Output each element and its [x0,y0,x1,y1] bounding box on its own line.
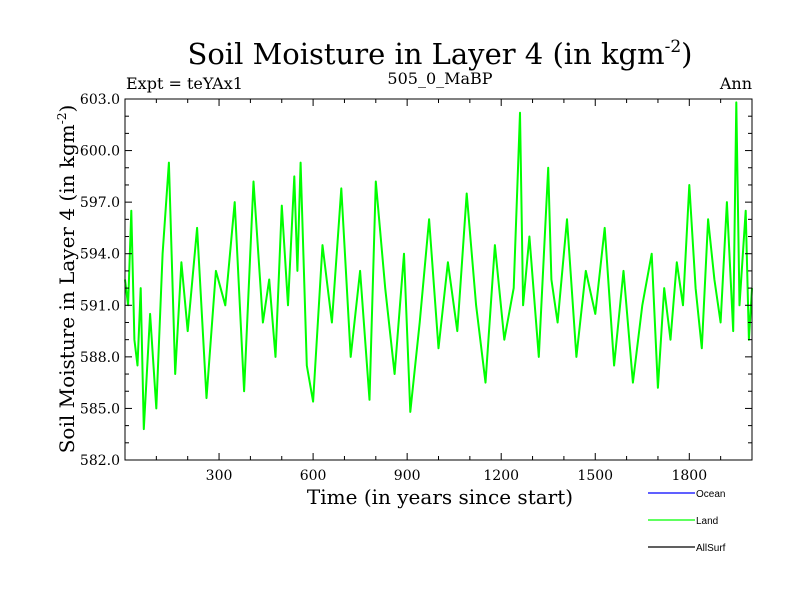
season-label: Ann [719,74,752,93]
x-tick-label: 1500 [577,468,613,484]
legend-label-ocean: Ocean [696,489,725,500]
y-axis-label: Soil Moisture in Layer 4 (in kgm-2) [55,105,79,454]
experiment-label: Expt = teYAx1 [126,74,243,93]
title-main: Soil Moisture in Layer 4 (in kgm [187,37,664,71]
y-tick-label: 588.0 [80,350,120,366]
y-axis-label-superscript: -2 [55,113,69,125]
chart-title: Soil Moisture in Layer 4 (in kgm-2) [187,37,692,71]
x-axis-label: Time (in years since start) [307,485,573,509]
x-tick-label: 900 [394,468,421,484]
x-tick-label: 1800 [671,468,707,484]
x-tick-label: 600 [300,468,327,484]
period-label: 505_0_MaBP [387,69,492,88]
legend: Ocean Land AllSurf [648,489,726,554]
x-tick-label: 1200 [483,468,519,484]
title-close: ) [681,37,692,71]
series-line-land [124,101,753,431]
y-tick-label: 582.0 [80,453,120,469]
legend-label-land: Land [696,516,718,527]
y-tick-label: 600.0 [80,144,120,160]
title-superscript: -2 [665,37,682,57]
legend-label-allsurf: AllSurf [696,543,726,554]
x-tick-label: 300 [206,468,233,484]
x-axis: 300 600 900 1200 1500 1800 [155,99,722,484]
y-tick-label: 585.0 [80,401,120,417]
y-tick-label: 603.0 [80,92,120,108]
y-axis-label-main: Soil Moisture in Layer 4 (in kgm [55,124,79,453]
y-tick-label: 597.0 [80,195,120,211]
y-tick-label: 594.0 [80,247,120,263]
y-tick-label: 591.0 [80,298,120,314]
y-axis-label-close: ) [55,105,79,113]
y-axis: 582.0 585.0 588.0 591.0 594.0 597.0 600.0 603.0 [80,92,752,469]
